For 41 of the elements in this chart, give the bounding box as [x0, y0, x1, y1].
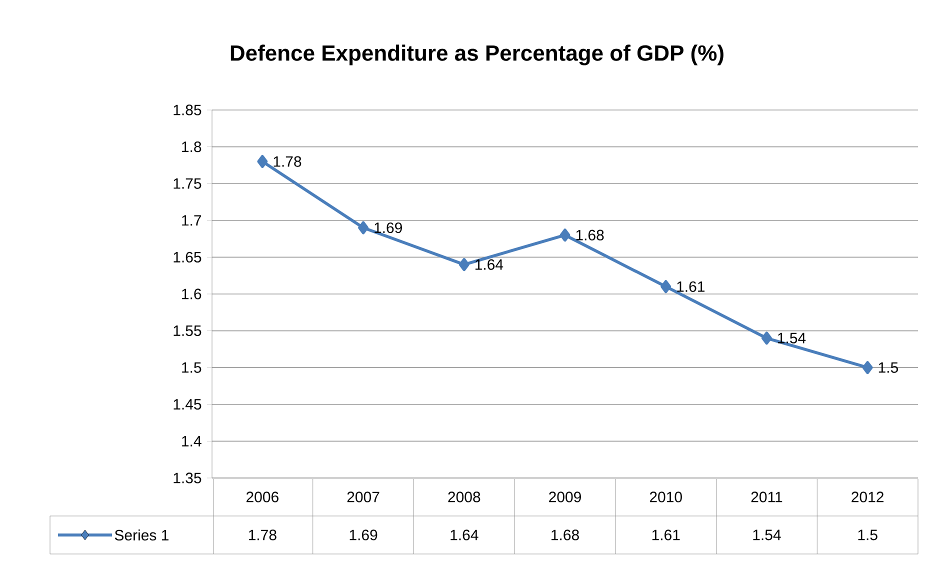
text: 1.54	[778, 332, 806, 344]
y-tick-label: 1.5	[182, 362, 202, 373]
y-tick-label: 1.35	[174, 472, 202, 484]
x-tick-label: 2012	[852, 492, 884, 502]
y-tick-label: 1.8	[182, 141, 202, 152]
x-tick-label: 2010	[650, 492, 682, 502]
text: 1.61	[677, 281, 705, 292]
point	[761, 332, 772, 345]
data-label: 1.5	[858, 530, 878, 540]
y-tick-label: 1.55	[174, 326, 202, 336]
y-tick-label: 1.4	[182, 436, 202, 446]
y-tick-label: 1.75	[174, 178, 202, 189]
y-tick-label: 1.7	[182, 215, 202, 226]
data-label: 1.61	[652, 530, 680, 540]
point	[458, 258, 470, 272]
x-tick-label: 2009	[549, 492, 581, 502]
text: 1.68	[576, 230, 604, 240]
x-tick-label: 2011	[751, 492, 782, 502]
x-tick-label: 2006	[246, 492, 278, 502]
text: 1.78	[274, 156, 302, 167]
point	[560, 228, 570, 242]
point	[358, 221, 369, 234]
legend-label: Series 1	[114, 529, 168, 540]
point	[862, 361, 873, 374]
text: 1.64	[475, 259, 504, 270]
y-tick-label: 1.6	[182, 288, 202, 300]
x-tick-label: 2007	[347, 492, 380, 502]
x-tick-label: 2008	[448, 492, 480, 502]
y-tick-label: 1.45	[174, 399, 202, 410]
chart-title: Defence Expenditure as Percentage of GDP (%)	[230, 44, 724, 66]
point	[660, 280, 672, 294]
y-tick-label: 1.65	[174, 252, 202, 262]
data-label: 1.69	[350, 530, 378, 540]
data-label: 1.54	[753, 530, 781, 540]
data-label: 1.68	[552, 530, 579, 540]
text: 1.5	[878, 362, 898, 373]
data-label: 1.78	[248, 530, 276, 540]
point	[257, 155, 268, 168]
data-label: 1.64	[450, 530, 478, 540]
y-tick-label: 1.85	[174, 104, 202, 116]
text: 1.69	[374, 222, 402, 234]
